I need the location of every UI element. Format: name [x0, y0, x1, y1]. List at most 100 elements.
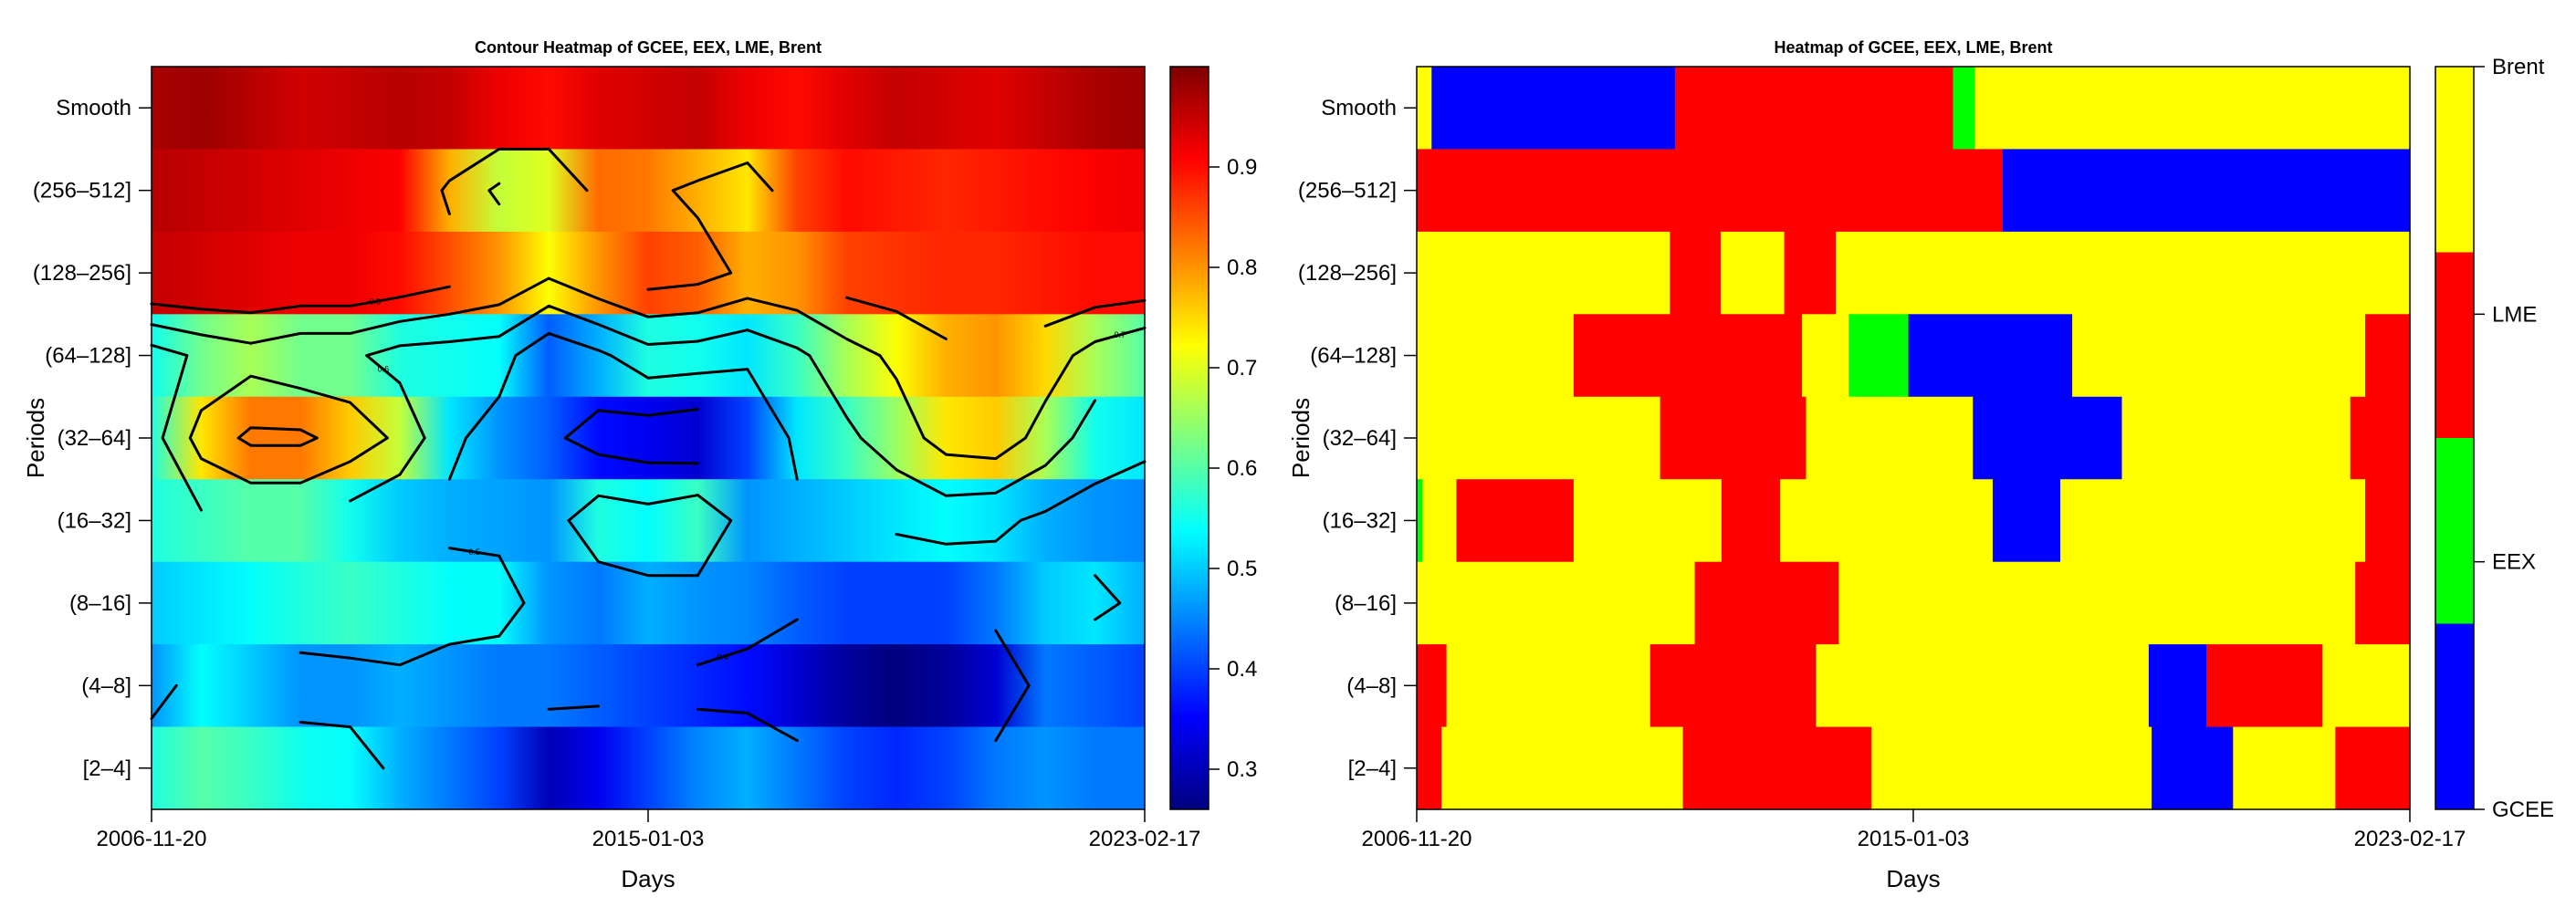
heatmap-cell-gcee [2152, 726, 2234, 810]
heatmap-cell-lme [2355, 561, 2411, 645]
heatmap-cell-gcee [2002, 149, 2411, 233]
legend-label: LME [2492, 302, 2537, 327]
heatmap-cell-brent [2060, 479, 2366, 563]
heatmap-cell-brent [1871, 726, 2152, 810]
heatmap-cell-eex [1848, 314, 1910, 398]
chart-title: Heatmap of GCEE, EEX, LME, Brent [1774, 38, 2052, 57]
heatmap-cell-lme [1784, 231, 1837, 315]
contour-line [150, 147, 1147, 447]
y-tick-label: (16–32] [1323, 508, 1397, 533]
heatmap-cell-lme [1694, 561, 1839, 645]
y-tick-label: (64–128] [1310, 344, 1397, 369]
heatmap-cell-brent [1836, 231, 2411, 315]
heatmap-cell-lme [1417, 149, 2004, 233]
heatmap-cell-brent [2121, 396, 2351, 480]
y-tick-label: (64–128] [45, 344, 131, 369]
heatmap-row [152, 67, 1145, 150]
heatmap-cell-brent [2233, 726, 2336, 810]
y-axis: Smooth (256–512] (128–256] (64–128] (32–64] (… [33, 96, 152, 781]
contour-line [547, 408, 1031, 743]
x-axis-label: Days [1886, 865, 1940, 892]
heatmap-cell-lme [1682, 726, 1872, 810]
heatmap-cell-lme [2335, 726, 2411, 810]
heatmap-row [152, 231, 1145, 315]
contour-label: 0.6 [378, 365, 390, 374]
y-axis-label: Periods [22, 398, 49, 478]
heatmap-cell-eex [1417, 479, 1424, 563]
legend-label: EEX [2492, 550, 2536, 575]
y-axis-label: Periods [1287, 398, 1314, 478]
legend-label: GCEE [2492, 798, 2554, 822]
x-tick-label: 2006-11-20 [97, 827, 207, 851]
colorbar-tick-label: 0.7 [1227, 356, 1257, 381]
heatmap-cell-lme [1456, 479, 1575, 563]
heatmap-cell-lme [1417, 644, 1448, 728]
heatmap-cell-gcee [2148, 644, 2207, 728]
heatmap-row [152, 726, 1145, 810]
contour-heatmap-chart: Contour Heatmap of GCEE, EEX, LME, Brent… [22, 38, 1257, 892]
heatmap-cell-lme [1670, 231, 1722, 315]
contour-line [150, 331, 1147, 770]
heatmap-cell-brent [1417, 396, 1661, 480]
heatmap-cell-brent [1806, 396, 1974, 480]
y-axis: Smooth (256–512] (128–256] (64–128] (32–64] (… [1298, 96, 1417, 781]
legend: GCEE EEX LME Brent [2435, 55, 2554, 822]
heatmap-row [152, 396, 1145, 480]
heatmap-cells [1417, 67, 2411, 810]
heatmap-cell-gcee [1973, 396, 2123, 480]
heatmap-cell-lme [1573, 314, 1803, 398]
heatmap-row [152, 314, 1145, 398]
x-tick-label: 2023-02-17 [1089, 827, 1201, 851]
legend-swatch-lme [2435, 252, 2474, 438]
heatmap-cell-eex [1953, 67, 1975, 150]
legend-label: Brent [2492, 55, 2545, 79]
x-tick-label: 2015-01-03 [1858, 827, 1970, 851]
heatmap-cell-brent [1417, 67, 1432, 150]
contour-label: 0.7 [1115, 330, 1126, 339]
legend-frame [2435, 66, 2475, 810]
y-tick-label: (256–512] [1298, 179, 1397, 203]
colorbar-tick-label: 0.4 [1227, 657, 1257, 682]
legend-swatch-eex [2435, 438, 2474, 624]
colorbar: 0.3 0.4 0.5 0.6 0.7 0.8 0.9 [1169, 66, 1257, 810]
heatmap-cell-lme [2365, 479, 2411, 563]
categorical-heatmap-chart: Heatmap of GCEE, EEX, LME, Brent Smooth (… [1287, 38, 2554, 892]
heatmap-cell-brent [1417, 314, 1575, 398]
y-tick-label: (256–512] [33, 179, 131, 203]
heatmap-cell-brent [1422, 479, 1458, 563]
y-tick-label: (4–8] [1346, 673, 1397, 698]
heatmap-cell-lme [1674, 67, 1954, 150]
y-tick-label: (16–32] [58, 508, 131, 533]
contour-label: 0.8 [370, 297, 382, 307]
heatmap-cell-brent [1838, 561, 2356, 645]
x-axis: 2006-11-20 2015-01-03 2023-02-17 [1362, 809, 2466, 851]
y-tick-label: [2–4] [83, 756, 131, 781]
colorbar-tick-label: 0.8 [1227, 255, 1257, 280]
heatmap-cell-brent [1802, 314, 1849, 398]
chart-title: Contour Heatmap of GCEE, EEX, LME, Brent [475, 38, 822, 57]
contour-line [150, 182, 1147, 485]
heatmap-cells [152, 67, 1145, 810]
y-tick-label: Smooth [56, 96, 131, 120]
heatmap-cell-brent [1417, 561, 1696, 645]
y-tick-label: Smooth [1321, 96, 1397, 120]
heatmap-cell-brent [2072, 314, 2366, 398]
x-axis: 2006-11-20 2015-01-03 2023-02-17 [97, 809, 1201, 851]
colorbar-tick-label: 0.5 [1227, 557, 1257, 581]
contour-label: 0.5 [468, 547, 480, 557]
y-tick-label: (128–256] [33, 261, 131, 286]
heatmap-cell-gcee [1431, 67, 1676, 150]
heatmap-cell-brent [1441, 726, 1684, 810]
legend-swatch-gcee [2435, 623, 2474, 809]
y-tick-label: [2–4] [1348, 756, 1397, 781]
legend-swatch-brent [2435, 67, 2474, 253]
heatmap-cell-lme [1649, 644, 1817, 728]
heatmap-cell-brent [1446, 644, 1651, 728]
heatmap-row [152, 149, 1145, 233]
heatmap-cell-brent [1720, 231, 1785, 315]
x-tick-label: 2023-02-17 [2354, 827, 2466, 851]
y-tick-label: (32–64] [58, 426, 131, 451]
heatmap-cell-lme [1660, 396, 1807, 480]
y-tick-label: (32–64] [1323, 426, 1397, 451]
